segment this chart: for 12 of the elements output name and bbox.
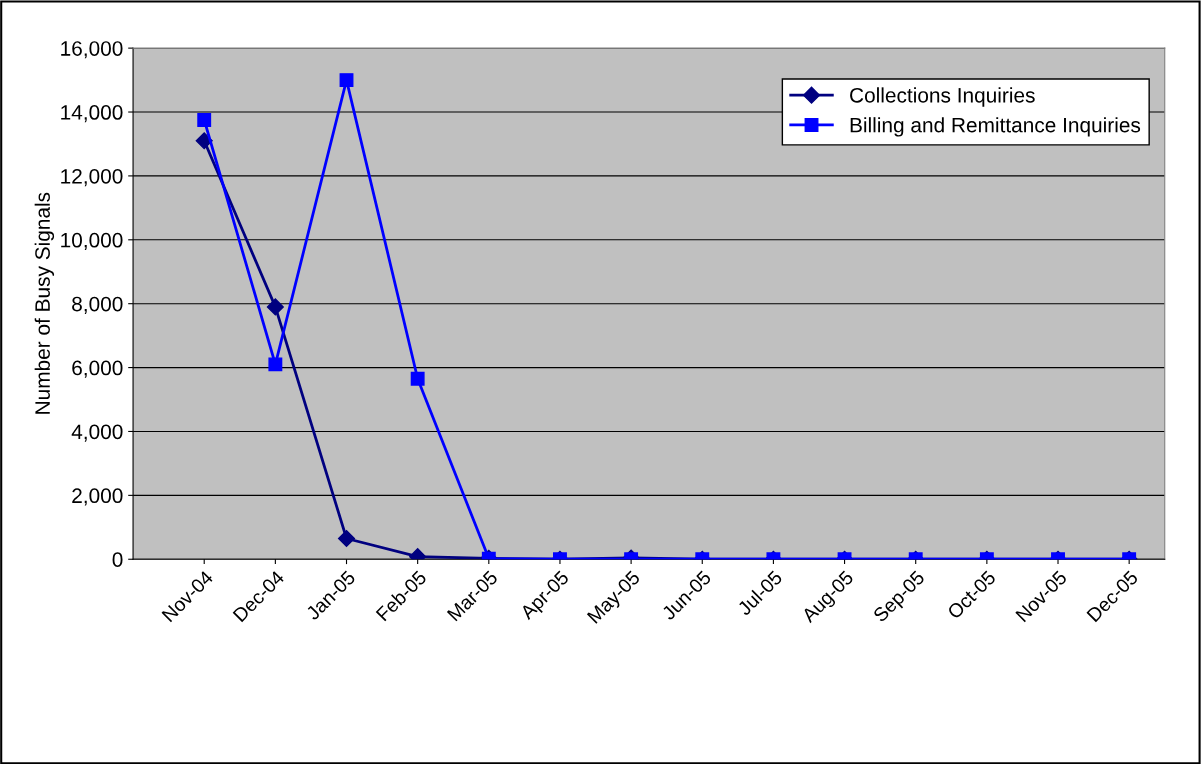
- y-tick-label: 14,000: [61, 105, 123, 123]
- y-tick-label: 12,000: [61, 168, 123, 187]
- y-tick-label: 8,000: [72, 296, 123, 314]
- y-tick-label: 10,000: [61, 232, 123, 251]
- legend-label: Billing and Remittance Inquiries: [850, 117, 1141, 137]
- y-tick-label: 6,000: [72, 360, 123, 378]
- y-tick-label: 4,000: [71, 424, 123, 442]
- legend-label: Collections Inquiries: [850, 87, 1035, 107]
- y-axis-title: Number of Busy Signals: [34, 192, 55, 414]
- y-tick-label: 2,000: [72, 488, 123, 506]
- y-tick-label: 16,000: [61, 41, 123, 59]
- y-tick-label: 0: [112, 552, 123, 567]
